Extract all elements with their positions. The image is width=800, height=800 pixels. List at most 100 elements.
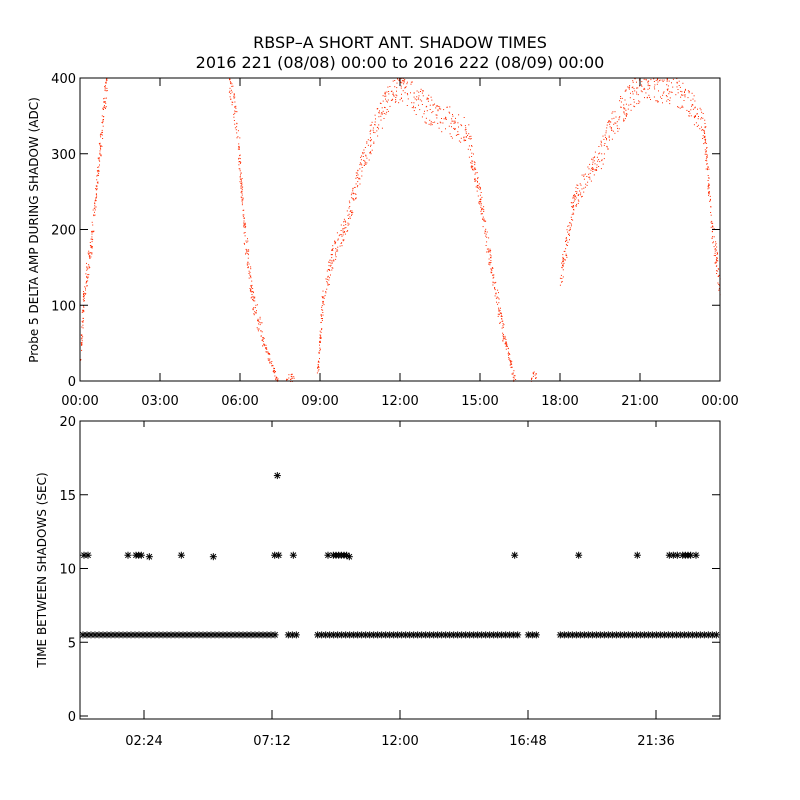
top-data-point	[265, 344, 267, 346]
top-data-point	[234, 106, 235, 108]
top-data-point	[366, 162, 368, 164]
top-data-point	[468, 156, 470, 158]
top-data-point	[495, 297, 497, 299]
top-data-point	[375, 118, 376, 120]
top-data-point	[90, 238, 92, 240]
top-data-point	[531, 378, 532, 380]
top-data-point	[385, 98, 386, 100]
top-data-point	[662, 92, 664, 94]
top-data-point	[265, 348, 267, 350]
top-data-point	[322, 318, 323, 319]
chart-title-line1: RBSP–A SHORT ANT. SHADOW TIMES	[253, 33, 547, 52]
top-data-point	[464, 140, 466, 141]
top-data-point	[104, 97, 106, 99]
top-data-point	[708, 187, 710, 189]
top-data-point	[513, 379, 515, 381]
top-data-point	[489, 262, 491, 264]
top-data-point	[715, 244, 716, 246]
top-data-point	[374, 114, 376, 116]
top-data-point	[86, 266, 88, 268]
top-data-point	[364, 147, 366, 148]
top-data-point	[559, 277, 561, 279]
top-data-point	[708, 191, 710, 193]
top-data-point	[471, 162, 473, 164]
top-data-point	[418, 104, 419, 106]
top-data-point	[479, 186, 481, 188]
top-data-point	[415, 114, 417, 115]
top-data-point	[273, 372, 275, 374]
top-data-point	[425, 122, 427, 124]
top-data-point	[574, 199, 576, 201]
top-data-point	[658, 80, 660, 82]
top-data-point	[497, 315, 499, 317]
top-data-point	[602, 163, 604, 165]
top-data-point	[81, 343, 83, 345]
top-data-point	[502, 325, 504, 327]
top-data-point	[368, 159, 370, 161]
top-x-tick-label: 12:00	[381, 394, 418, 409]
top-data-point	[348, 223, 350, 225]
top-data-point	[95, 194, 97, 196]
top-data-point	[706, 163, 708, 165]
top-data-point	[401, 80, 403, 82]
top-data-point	[657, 101, 659, 103]
top-data-point	[245, 248, 247, 250]
top-data-point	[347, 214, 349, 216]
top-data-point	[84, 286, 86, 288]
bottom-panel-points	[79, 472, 720, 639]
top-data-point	[561, 281, 563, 282]
top-data-point	[230, 82, 232, 84]
top-data-point	[91, 230, 93, 232]
top-data-point	[88, 250, 90, 252]
top-data-point	[395, 97, 397, 98]
top-data-point	[419, 99, 421, 101]
top-data-point	[335, 258, 337, 260]
top-data-point	[96, 185, 98, 187]
top-data-point	[445, 128, 446, 130]
top-data-point	[636, 81, 637, 83]
top-data-point	[105, 106, 107, 108]
top-data-point	[88, 264, 90, 266]
top-data-point	[248, 263, 250, 265]
top-data-point	[392, 98, 394, 100]
top-data-point	[576, 193, 578, 194]
top-data-point	[474, 162, 476, 164]
top-data-point	[393, 95, 395, 97]
top-data-point	[374, 132, 376, 134]
top-data-point	[692, 108, 694, 110]
top-data-point	[716, 270, 717, 272]
top-data-point	[83, 295, 85, 297]
top-data-point	[670, 91, 672, 93]
top-data-point	[380, 115, 382, 117]
top-data-point	[562, 269, 564, 271]
top-data-point	[482, 218, 484, 220]
top-x-tick-label: 03:00	[141, 394, 178, 409]
top-data-point	[251, 287, 252, 289]
top-data-point	[707, 188, 709, 190]
top-data-point	[638, 79, 640, 81]
top-data-point	[479, 201, 481, 202]
top-data-point	[341, 235, 343, 237]
top-data-point	[246, 251, 248, 253]
top-data-point	[678, 80, 680, 82]
top-data-point	[358, 178, 360, 180]
top-data-point	[589, 178, 591, 180]
top-data-point	[505, 345, 507, 347]
top-data-point	[318, 360, 319, 362]
top-data-point	[509, 364, 511, 366]
top-data-point	[404, 92, 406, 94]
top-data-point	[485, 220, 487, 222]
top-data-point	[252, 288, 254, 289]
top-data-point	[455, 134, 457, 136]
top-data-point	[492, 284, 494, 286]
top-data-point	[460, 141, 462, 143]
top-data-point	[676, 86, 678, 88]
top-data-point	[632, 91, 634, 93]
top-data-point	[600, 143, 602, 145]
top-data-point	[647, 81, 649, 83]
top-data-point	[625, 90, 627, 92]
top-data-point	[605, 136, 606, 138]
top-data-point	[403, 83, 405, 85]
top-data-point	[235, 129, 237, 131]
top-data-point	[506, 345, 508, 347]
